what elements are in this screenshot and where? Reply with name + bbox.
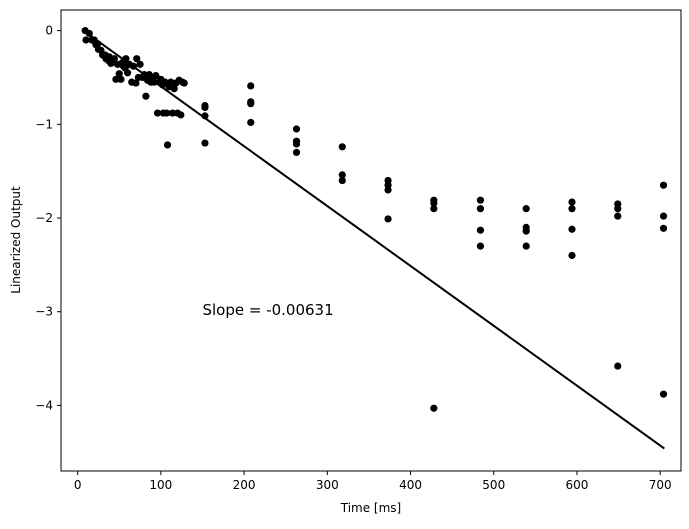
data-point	[430, 199, 438, 207]
data-point	[201, 103, 209, 112]
x-tick-label: 200	[233, 478, 256, 492]
data-point	[292, 125, 301, 133]
data-point	[292, 140, 301, 148]
slope-annotation: Slope = -0.00631	[202, 301, 333, 319]
data-point	[614, 212, 622, 220]
data-point	[201, 139, 209, 147]
data-point	[384, 186, 392, 194]
data-point	[568, 251, 576, 260]
data-point	[614, 205, 622, 213]
data-point	[659, 390, 668, 398]
data-point	[85, 29, 93, 38]
data-point	[117, 75, 125, 83]
data-point	[110, 55, 118, 63]
data-point	[659, 224, 668, 232]
data-point	[338, 143, 346, 151]
data-point	[568, 225, 576, 233]
data-point	[153, 109, 162, 117]
plot-frame	[60, 9, 682, 472]
data-point	[168, 109, 177, 117]
data-point	[522, 227, 530, 235]
y-axis-label: Linearized Output	[9, 186, 23, 294]
y-axis-ticks: −4 −3 −2 −1 0	[35, 24, 61, 412]
data-point	[201, 112, 209, 120]
data-point	[133, 55, 141, 63]
data-point	[476, 226, 485, 234]
data-point	[115, 70, 123, 78]
x-tick-label: 700	[649, 478, 672, 492]
x-tick-label: 300	[316, 478, 339, 492]
data-point	[129, 62, 138, 70]
data-point	[659, 212, 668, 220]
y-tick-label: −2	[35, 211, 53, 225]
data-point	[123, 69, 132, 77]
x-tick-label: 500	[482, 478, 505, 492]
x-axis-label: Time [ms]	[340, 501, 402, 515]
points-layer	[81, 27, 668, 412]
x-tick-label: 0	[74, 478, 82, 492]
data-point	[122, 55, 130, 63]
x-tick-label: 600	[566, 478, 589, 492]
data-point	[161, 78, 169, 86]
data-point	[136, 60, 144, 68]
data-point	[430, 205, 438, 213]
data-point	[568, 205, 576, 213]
x-axis-ticks: 0 100 200 300 400 500 600 700	[74, 471, 672, 492]
data-point	[247, 82, 255, 90]
fit-line-layer	[85, 31, 665, 450]
data-point	[568, 198, 576, 206]
data-point	[142, 92, 150, 100]
data-point	[659, 181, 668, 189]
x-tick-label: 100	[149, 478, 172, 492]
data-point	[132, 79, 140, 87]
data-point	[522, 205, 530, 213]
data-point	[140, 71, 148, 79]
data-point	[247, 118, 255, 127]
data-point	[163, 109, 171, 117]
data-point	[177, 111, 185, 119]
data-point	[338, 176, 346, 185]
data-point	[170, 85, 178, 93]
data-point	[292, 148, 301, 157]
data-point	[338, 171, 346, 179]
data-point	[476, 242, 485, 250]
data-point	[150, 78, 158, 86]
data-point	[522, 242, 530, 250]
fit-line	[85, 31, 665, 450]
y-tick-label: −3	[35, 305, 53, 319]
data-point	[430, 404, 438, 412]
data-point	[247, 100, 255, 108]
y-tick-label: −1	[35, 117, 53, 131]
data-point	[476, 205, 485, 213]
data-point	[384, 215, 392, 223]
y-tick-label: −4	[35, 398, 53, 412]
data-point	[82, 36, 90, 44]
data-point	[614, 362, 622, 370]
data-point	[152, 71, 160, 80]
x-tick-label: 400	[399, 478, 422, 492]
data-point	[94, 40, 102, 48]
data-point	[112, 75, 120, 83]
data-point	[163, 141, 172, 149]
data-point	[476, 196, 485, 204]
y-tick-label: 0	[45, 24, 53, 38]
data-point	[180, 79, 188, 87]
